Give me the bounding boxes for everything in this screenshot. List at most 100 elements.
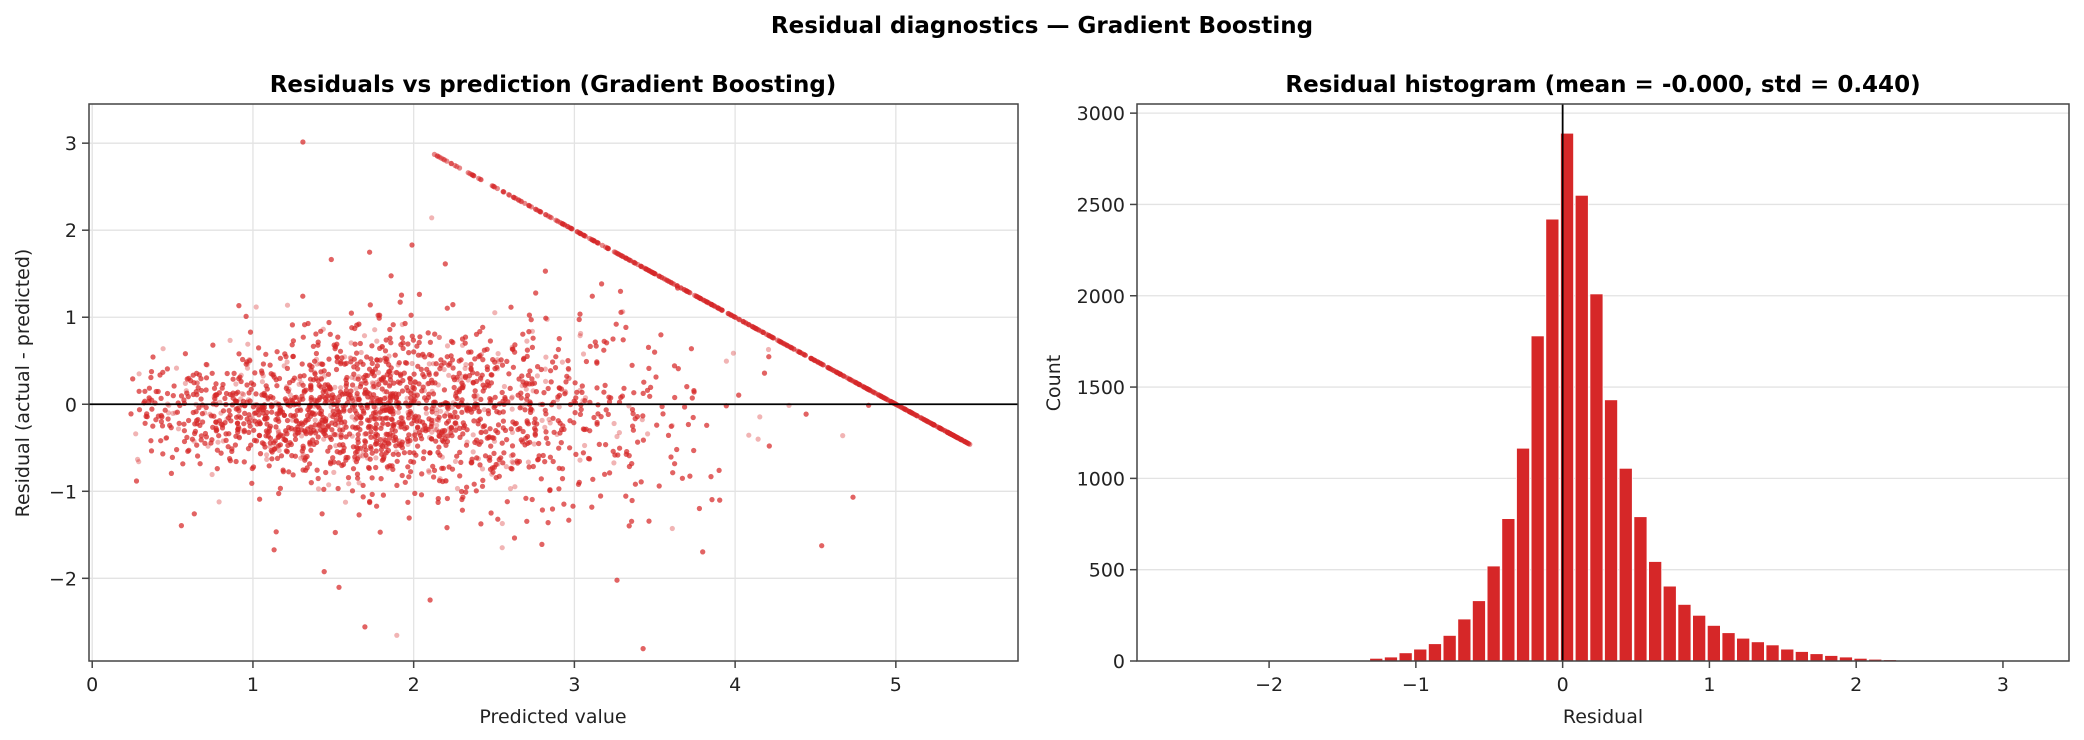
scatter-point: [142, 388, 148, 394]
scatter-point: [158, 438, 164, 444]
scatter-point: [426, 361, 432, 367]
scatter-point: [509, 459, 515, 465]
scatter-point: [398, 292, 405, 298]
scatter-point: [478, 521, 484, 527]
scatter-point: [459, 496, 465, 503]
scatter-point: [256, 345, 262, 351]
scatter-point: [331, 431, 337, 437]
scatter-point: [377, 415, 383, 421]
scatter-point: [204, 362, 210, 368]
scatter-point: [385, 421, 391, 427]
scatter-point: [236, 404, 242, 410]
scatter-point: [308, 447, 314, 453]
scatter-point: [261, 405, 267, 411]
scatter-point: [292, 453, 298, 459]
scatter-point: [500, 425, 506, 431]
scatter-point: [147, 396, 153, 402]
scatter-point: [496, 359, 502, 365]
scatter-point: [237, 374, 243, 380]
scatter-point: [540, 452, 546, 459]
scatter-point: [426, 391, 432, 397]
scatter-point: [444, 305, 450, 311]
scatter-point: [192, 428, 198, 434]
scatter-point: [383, 431, 389, 437]
scatter-point: [524, 420, 530, 426]
scatter-point: [616, 430, 623, 436]
scatter-point: [580, 426, 587, 432]
scatter-point: [483, 429, 489, 435]
scatter-point: [252, 370, 258, 376]
scatter-point: [405, 409, 411, 415]
scatter-point: [302, 322, 308, 328]
scatter-point: [233, 381, 239, 387]
scatter-point: [422, 354, 428, 360]
scatter-point: [708, 474, 714, 480]
scatter-point: [222, 395, 228, 401]
scatter-point: [373, 405, 379, 412]
scatter-point: [337, 348, 344, 354]
scatter-point: [446, 425, 452, 432]
scatter-point: [613, 321, 619, 327]
scatter-point: [522, 442, 528, 448]
scatter-point: [383, 415, 389, 421]
scatter-point: [668, 423, 674, 429]
scatter-point: [185, 448, 191, 454]
scatter-point: [159, 414, 165, 420]
scatter-point: [343, 383, 349, 389]
scatter-point: [354, 322, 360, 328]
scatter-point: [533, 389, 540, 395]
scatter-point: [349, 404, 356, 410]
scatter-point: [294, 408, 300, 414]
scatter-point: [398, 424, 404, 430]
scatter-point: [495, 351, 501, 357]
scatter-point: [341, 408, 347, 414]
scatter-point: [629, 497, 635, 504]
scatter-point: [366, 465, 372, 471]
scatter-point: [572, 410, 578, 416]
scatter-point: [362, 624, 368, 630]
scatter-point: [319, 393, 326, 399]
scatter-point: [433, 361, 439, 367]
scatter-point: [409, 360, 415, 367]
scatter-point: [525, 440, 531, 446]
scatter-point: [411, 349, 417, 355]
scatter-point: [377, 312, 383, 318]
scatter-point: [646, 518, 652, 524]
scatter-point: [241, 421, 247, 427]
scatter-point: [444, 495, 450, 502]
scatter-point: [558, 386, 565, 392]
scatter-point: [395, 379, 401, 385]
scatter-point: [524, 518, 530, 524]
scatter-point: [411, 417, 417, 423]
scatter-point: [183, 388, 189, 394]
scatter-point: [358, 420, 364, 426]
scatter-point: [675, 366, 681, 372]
scatter-point: [384, 415, 390, 421]
scatter-point: [687, 473, 693, 479]
scatter-point: [495, 461, 501, 467]
scatter-point: [367, 456, 373, 462]
scatter-point: [195, 453, 201, 459]
scatter-point: [355, 394, 362, 400]
scatter-point: [311, 369, 318, 375]
scatter-point: [373, 421, 379, 427]
scatter-point: [426, 352, 433, 358]
scatter-point: [198, 376, 204, 382]
scatter-point: [285, 442, 291, 448]
scatter-point: [271, 440, 277, 446]
scatter-point: [562, 391, 568, 397]
scatter-point: [531, 441, 537, 447]
scatter-point: [308, 387, 314, 393]
scatter-point: [408, 312, 414, 318]
scatter-point: [549, 506, 556, 512]
scatter-point: [557, 420, 563, 426]
scatter-point: [480, 424, 486, 430]
scatter-point: [373, 464, 379, 471]
scatter-point: [499, 389, 505, 396]
scatter-point: [332, 344, 339, 350]
scatter-point: [469, 459, 475, 465]
scatter-point: [426, 380, 432, 386]
scatter-point: [334, 399, 340, 405]
scatter-point: [422, 422, 428, 428]
scatter-point: [535, 364, 541, 370]
